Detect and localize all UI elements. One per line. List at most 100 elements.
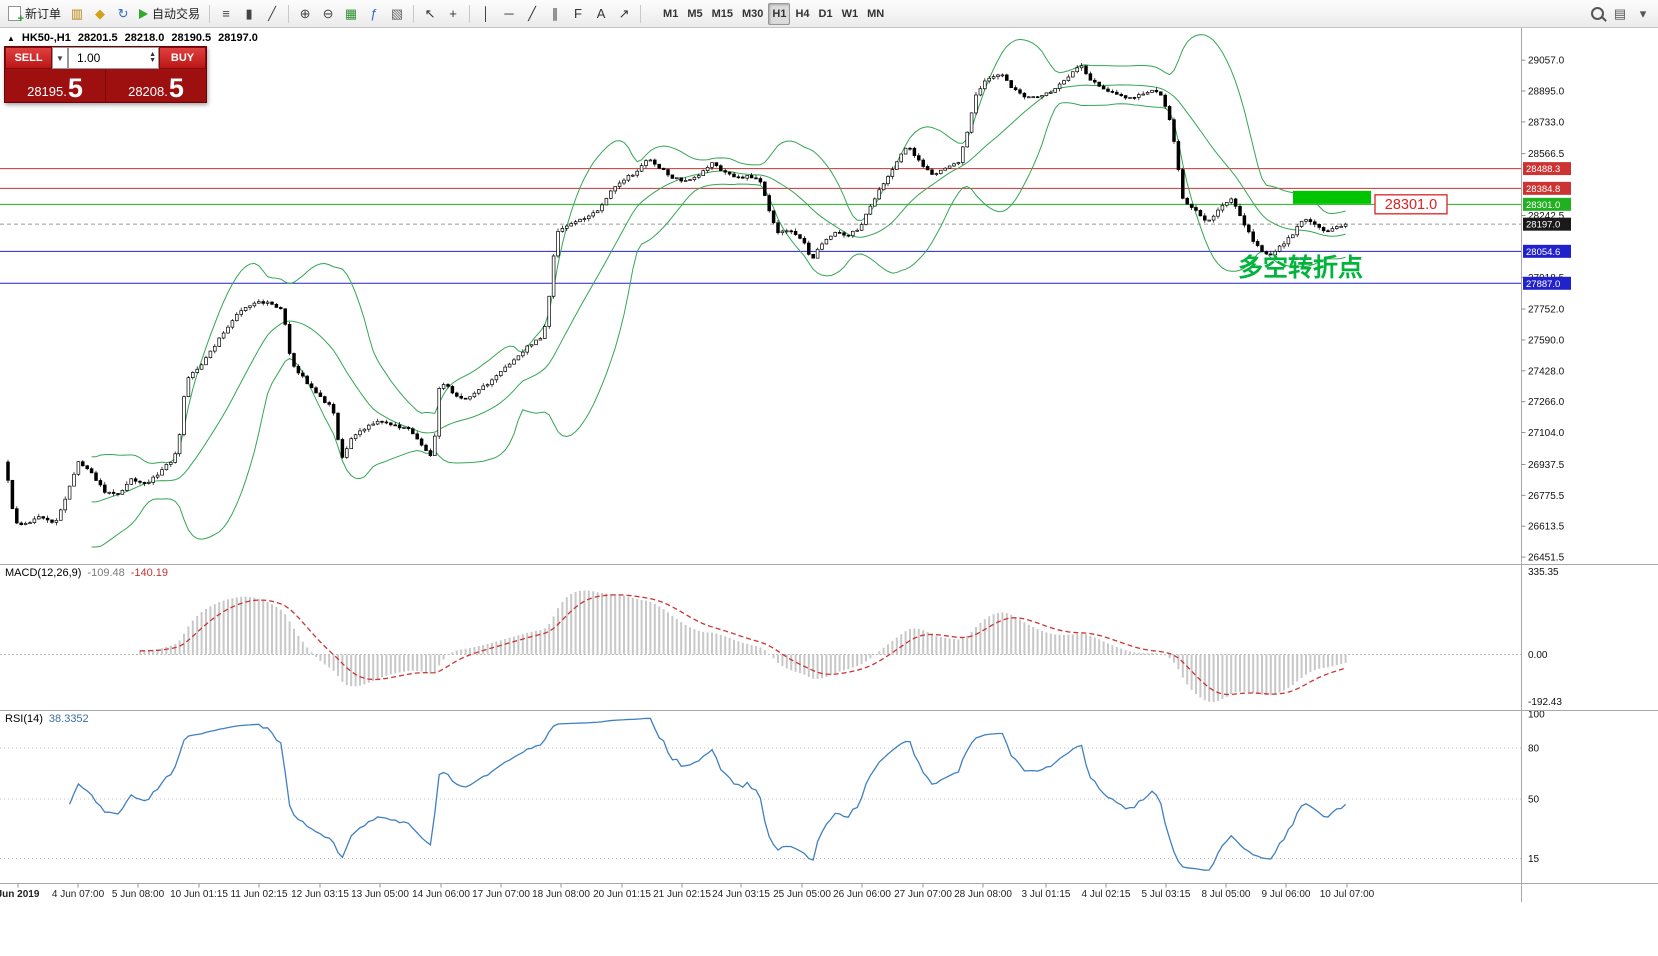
cursor-button[interactable]: ↖: [419, 3, 441, 25]
time-axis: Jun 2019 4 Jun 07:00 5 Jun 08:00 10 Jun 01:…: [0, 884, 1375, 900]
svg-text:21 Jun 02:15: 21 Jun 02:15: [653, 889, 711, 900]
symbol-name: HK50-,H1: [21, 32, 71, 44]
new-order-button[interactable]: 新订单: [4, 3, 65, 25]
equidistant-channel-icon: ∥: [551, 6, 559, 21]
timeframe-button-w1[interactable]: W1: [838, 3, 863, 25]
green-zone-rect[interactable]: [1293, 190, 1371, 204]
svg-text:26775.5: 26775.5: [1528, 491, 1565, 502]
text-label-button[interactable]: A: [590, 3, 612, 25]
tile-windows-button[interactable]: ▦: [340, 3, 362, 25]
volume-stepper[interactable]: ▲ ▼: [149, 51, 156, 64]
timeframe-button-m15[interactable]: M15: [708, 3, 737, 25]
svg-text:335.35: 335.35: [1528, 567, 1559, 578]
price-line-label: [1523, 162, 1571, 176]
price-line-label: [1523, 244, 1571, 258]
horizontal-line-button[interactable]: ─: [498, 3, 520, 25]
svg-text:5 Jun 08:00: 5 Jun 08:00: [112, 889, 165, 900]
rsi-indicator-label: RSI(14) 38.3352: [5, 713, 89, 725]
price-line-label: [1523, 197, 1571, 211]
volume-dropdown[interactable]: ▼: [52, 47, 68, 69]
svg-text:100: 100: [1528, 710, 1545, 721]
sell-price[interactable]: 28195. 5: [5, 69, 105, 102]
timeframe-button-m30[interactable]: M30: [738, 3, 767, 25]
toolbar-separator: [469, 4, 471, 23]
trendline-icon: ╱: [528, 6, 536, 21]
indicators-button[interactable]: ƒ: [363, 3, 385, 25]
svg-text:28488.3: 28488.3: [1526, 164, 1560, 175]
timeframe-button-h1[interactable]: H1: [768, 2, 791, 25]
svg-text:28733.0: 28733.0: [1528, 117, 1565, 128]
svg-text:5 Jul 03:15: 5 Jul 03:15: [1142, 889, 1191, 900]
svg-text:10 Jul 07:00: 10 Jul 07:00: [1320, 889, 1375, 900]
community-button[interactable]: ◆: [89, 3, 111, 25]
buy-button[interactable]: BUY: [159, 47, 206, 69]
bar-chart-button[interactable]: ≡: [215, 3, 237, 25]
vertical-line-button[interactable]: │: [475, 3, 497, 25]
svg-text:3 Jul 01:15: 3 Jul 01:15: [1022, 889, 1071, 900]
svg-text:27266.0: 27266.0: [1528, 397, 1565, 408]
svg-text:Jun 2019: Jun 2019: [0, 889, 40, 900]
timeframe-button-d1[interactable]: D1: [815, 3, 837, 25]
timeframe-button-m5[interactable]: M5: [683, 3, 706, 25]
svg-text:8 Jul 05:00: 8 Jul 05:00: [1202, 889, 1251, 900]
auto-trading-button[interactable]: 自动交易: [135, 3, 204, 25]
price-scale: 29057.028895.028733.028566.528242.527918…: [1521, 56, 1571, 865]
equidistant-channel-button[interactable]: ∥: [544, 3, 566, 25]
candlestick-chart-icon: ▮: [245, 6, 253, 21]
stepper-down-icon: ▼: [149, 57, 156, 64]
candlestick-chart-button[interactable]: ▮: [238, 3, 260, 25]
chart-window-button[interactable]: ▤: [1609, 3, 1631, 25]
more-icon: ▾: [1639, 6, 1647, 21]
svg-text:28 Jun 08:00: 28 Jun 08:00: [954, 889, 1012, 900]
svg-text:27428.0: 27428.0: [1528, 366, 1565, 377]
arrow-object-button[interactable]: ↗: [613, 3, 635, 25]
community-icon: ◆: [95, 6, 106, 21]
price-tag-label: 28301.0: [1385, 197, 1437, 213]
price-line-label: [1523, 181, 1571, 195]
objects-list-button[interactable]: ▧: [386, 3, 408, 25]
svg-text:29057.0: 29057.0: [1528, 56, 1565, 67]
profiles-button[interactable]: ▥: [66, 3, 88, 25]
timeframe-button-m1[interactable]: M1: [659, 3, 682, 25]
buy-price-small: 28208.: [128, 84, 168, 99]
search-icon: [1590, 7, 1604, 20]
profiles-icon: ▥: [70, 6, 84, 21]
svg-text:28197.0: 28197.0: [1526, 220, 1560, 231]
timeframe-button-h4[interactable]: H4: [791, 3, 813, 25]
line-chart-button[interactable]: ╱: [261, 3, 283, 25]
svg-text:28566.5: 28566.5: [1528, 149, 1565, 160]
symbol-ohlc-header: ▲ HK50-,H1 28201.5 28218.0 28190.5 28197…: [7, 32, 258, 44]
bar-chart-icon: ≡: [222, 6, 230, 21]
toolbar-right-group: ▤ ▾: [1586, 3, 1654, 25]
ohlc-open: 28201.5: [77, 32, 118, 44]
fibonacci-button[interactable]: F: [567, 3, 589, 25]
price-tag-box[interactable]: [1374, 194, 1448, 215]
zoom-out-button[interactable]: ⊖: [317, 3, 339, 25]
timeframe-button-mn[interactable]: MN: [863, 3, 888, 25]
timeframe-group: M1 M5 M15 M30 H1 H4 D1 W1 MN: [659, 2, 888, 25]
buy-price[interactable]: 28208. 5: [105, 69, 206, 102]
rsi-value: 38.3352: [48, 713, 89, 725]
svg-text:26613.5: 26613.5: [1528, 522, 1565, 533]
svg-text:50: 50: [1528, 795, 1540, 806]
crosshair-button[interactable]: +: [442, 3, 464, 25]
svg-text:17 Jun 07:00: 17 Jun 07:00: [472, 889, 530, 900]
svg-text:0.00: 0.00: [1528, 650, 1548, 661]
trendline-button[interactable]: ╱: [521, 3, 543, 25]
svg-text:24 Jun 03:15: 24 Jun 03:15: [712, 889, 770, 900]
more-button[interactable]: ▾: [1632, 3, 1654, 25]
svg-text:27 Jun 07:00: 27 Jun 07:00: [894, 889, 952, 900]
volume-input[interactable]: 1.00 ▲ ▼: [68, 47, 159, 69]
svg-text:28384.8: 28384.8: [1526, 184, 1560, 195]
zoom-in-button[interactable]: ⊕: [294, 3, 316, 25]
turning-point-annotation[interactable]: 多空转折点: [1238, 253, 1363, 282]
sell-button[interactable]: SELL: [5, 47, 52, 69]
toolbar-separator: [640, 4, 642, 23]
toolbar-separator: [413, 4, 415, 23]
svg-text:28242.5: 28242.5: [1528, 211, 1565, 222]
search-button[interactable]: [1586, 3, 1608, 25]
ohlc-low: 28190.5: [171, 32, 212, 44]
svg-text:14 Jun 06:00: 14 Jun 06:00: [412, 889, 470, 900]
refresh-button[interactable]: ↻: [112, 3, 134, 25]
